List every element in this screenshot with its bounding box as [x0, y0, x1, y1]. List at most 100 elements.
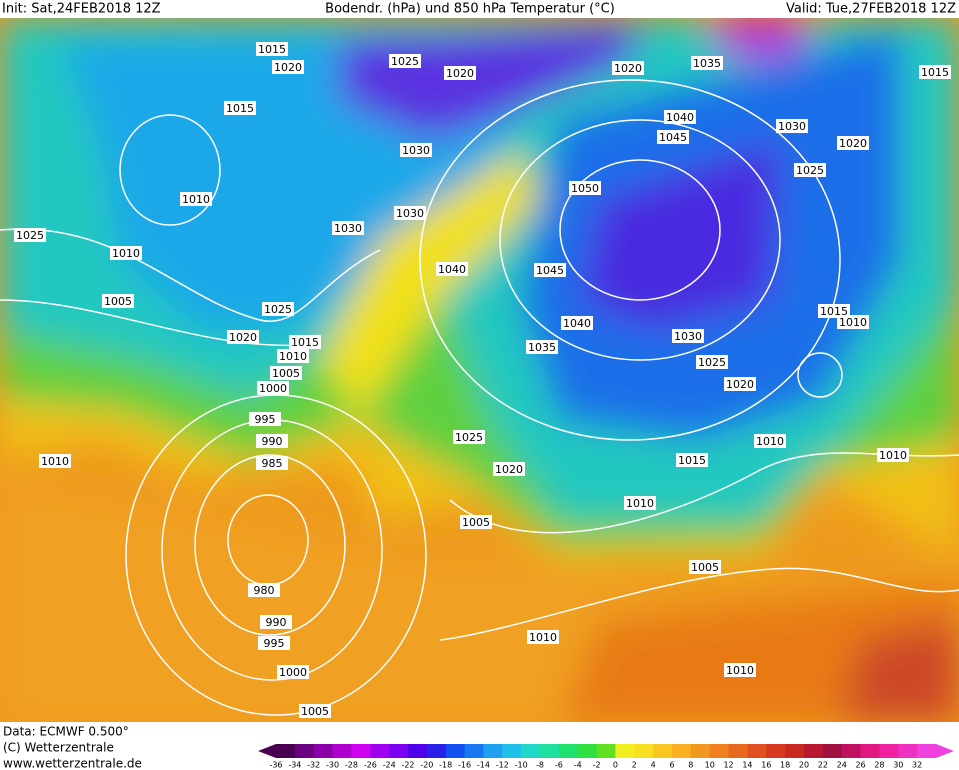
scale-label: -28: [345, 761, 358, 770]
label-box: [272, 60, 304, 74]
scale-swatch: [577, 744, 598, 758]
isobar-label: 1020: [614, 62, 642, 75]
scale-swatch: [540, 744, 560, 758]
label-box: [657, 130, 689, 144]
scale-label: 16: [761, 761, 771, 770]
label-box: [277, 349, 309, 363]
isobar-label: 1020: [274, 61, 302, 74]
isobar-label: 1020: [839, 137, 867, 150]
label-box: [400, 143, 432, 157]
scale-label: -30: [326, 761, 339, 770]
isobar-label: 990: [266, 616, 287, 629]
scale-arrow-left: [258, 744, 276, 758]
isobar-label: 1000: [279, 666, 307, 679]
scale-swatch: [860, 744, 880, 758]
isobar-label: 1005: [104, 295, 132, 308]
label-box: [332, 221, 364, 235]
label-box: [14, 228, 46, 242]
scale-label: -14: [477, 761, 490, 770]
footer-data: Data: ECMWF 0.500°: [3, 725, 129, 739]
label-box: [676, 453, 708, 467]
isobar-label: 990: [262, 435, 283, 448]
isobar-label: 1005: [691, 561, 719, 574]
isobar-label: 1040: [438, 263, 466, 276]
label-box: [689, 560, 721, 574]
label-box: [299, 704, 331, 718]
scale-label: 2: [632, 761, 637, 770]
scale-swatch: [841, 744, 862, 758]
label-box: [794, 163, 826, 177]
label-box: [877, 448, 909, 462]
label-box: [110, 246, 142, 260]
isobar-label: 1010: [839, 316, 867, 329]
label-box: [180, 192, 212, 206]
label-box: [444, 66, 476, 80]
scale-swatch: [690, 744, 711, 758]
label-box: [561, 316, 593, 330]
isobar-label: 1020: [446, 67, 474, 80]
isobar: [0, 228, 381, 323]
color-scale: -36 -34 -32 -30 -28 -26 -24 -22 -20 -18 -16 -14 -12-…: [258, 744, 954, 770]
isobar-label: 1010: [279, 350, 307, 363]
isobar-label: 1040: [563, 317, 591, 330]
scale-label: 10: [705, 761, 715, 770]
isobar-label: 985: [262, 457, 283, 470]
label-box: [754, 434, 786, 448]
label-box: [256, 456, 288, 470]
scale-label: -36: [269, 761, 282, 770]
isobar-label: 1010: [626, 497, 654, 510]
field-purple-east: [580, 140, 780, 330]
isobar-label: 1030: [402, 144, 430, 157]
isobar-label: 1050: [571, 182, 599, 195]
label-box: [527, 630, 559, 644]
isobar-label: 1010: [41, 455, 69, 468]
label-box: [612, 61, 644, 75]
scale-swatch: [653, 744, 673, 758]
scale-swatch: [389, 744, 409, 758]
scale-swatch: [426, 744, 447, 758]
field-purple-north: [340, 22, 640, 140]
isobar-label: 1015: [258, 43, 286, 56]
isobar: [419, 79, 841, 441]
isobar: [559, 159, 721, 301]
scale-swatch: [521, 744, 541, 758]
scale-label: 6: [669, 761, 674, 770]
scale-label: 18: [780, 761, 790, 770]
scale-swatch: [709, 744, 730, 758]
scale-label: -32: [307, 761, 320, 770]
scale-swatch: [766, 744, 786, 758]
label-box: [691, 56, 723, 70]
scale-swatch: [879, 744, 899, 758]
label-box: [224, 101, 256, 115]
isobar: [797, 352, 843, 398]
isobar-label: 1010: [182, 193, 210, 206]
isobar-label: 1010: [529, 631, 557, 644]
isobar: [439, 567, 959, 641]
scale-label: 0: [613, 761, 618, 770]
map-title: Bodendr. (hPa) und 850 hPa Temperatur (°…: [325, 2, 615, 17]
scale-label: -6: [555, 761, 563, 770]
isobar-label: 1005: [301, 705, 329, 718]
label-box: [724, 663, 756, 677]
label-box: [227, 330, 259, 344]
field-red: [840, 620, 959, 722]
footer-copyright: (C) Wetterzentrale: [3, 741, 114, 755]
isobar-label: 1010: [756, 435, 784, 448]
isobar-label: 1020: [229, 331, 257, 344]
label-box: [256, 434, 288, 448]
scale-label: -26: [364, 761, 377, 770]
scale-label: 12: [723, 761, 733, 770]
field-magenta: [700, 18, 820, 60]
label-box: [102, 294, 134, 308]
scale-label: -16: [458, 761, 471, 770]
isobar-label: 1010: [112, 247, 140, 260]
scale-swatch: [483, 744, 503, 758]
isobar-label: 1045: [536, 264, 564, 277]
scale-label: -20: [420, 761, 433, 770]
label-box: [534, 263, 566, 277]
scale-swatch: [728, 744, 748, 758]
isobar-label: 1015: [291, 336, 319, 349]
isobar-label: 1025: [16, 229, 44, 242]
isobar-label: 1035: [528, 341, 556, 354]
